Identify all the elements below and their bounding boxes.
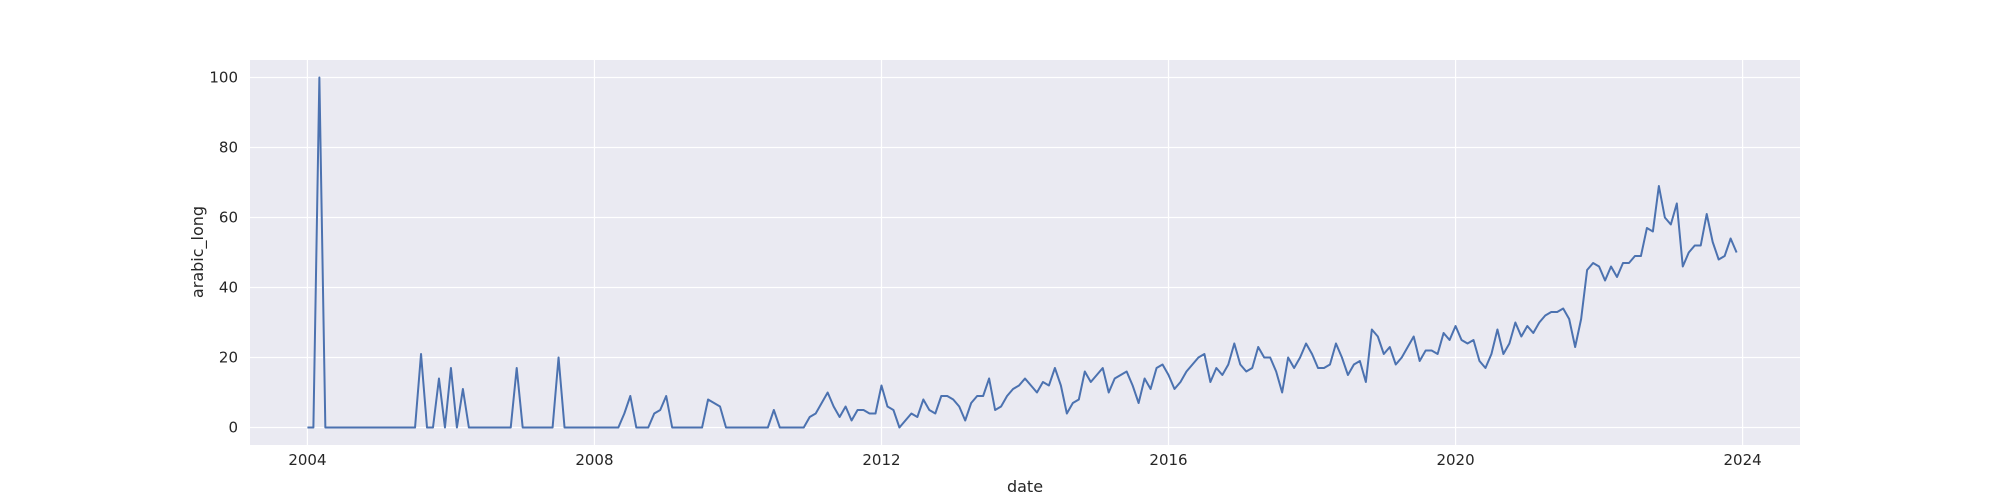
x-tick-label: 2012 (862, 451, 900, 469)
x-tick-label: 2024 (1723, 451, 1761, 469)
plot-background (250, 60, 1800, 445)
y-tick-label: 80 (219, 139, 238, 157)
series-line (307, 76, 1738, 429)
x-tick-label: 2016 (1149, 451, 1187, 469)
x-tick-label: 2004 (288, 451, 326, 469)
tick-labels: 2004 2008 2012 2016 2020 2024 0 20 40 60 80 100 (209, 69, 1761, 470)
x-axis-label: date (1007, 477, 1043, 496)
y-tick-label: 40 (219, 279, 238, 297)
x-tick-label: 2020 (1436, 451, 1474, 469)
y-tick-label: 20 (219, 349, 238, 367)
y-axis-label: arabic_long (188, 206, 208, 298)
y-tick-label: 100 (209, 69, 238, 87)
y-tick-label: 0 (228, 419, 238, 437)
y-tick-label: 60 (219, 209, 238, 227)
x-tick-label: 2008 (575, 451, 613, 469)
